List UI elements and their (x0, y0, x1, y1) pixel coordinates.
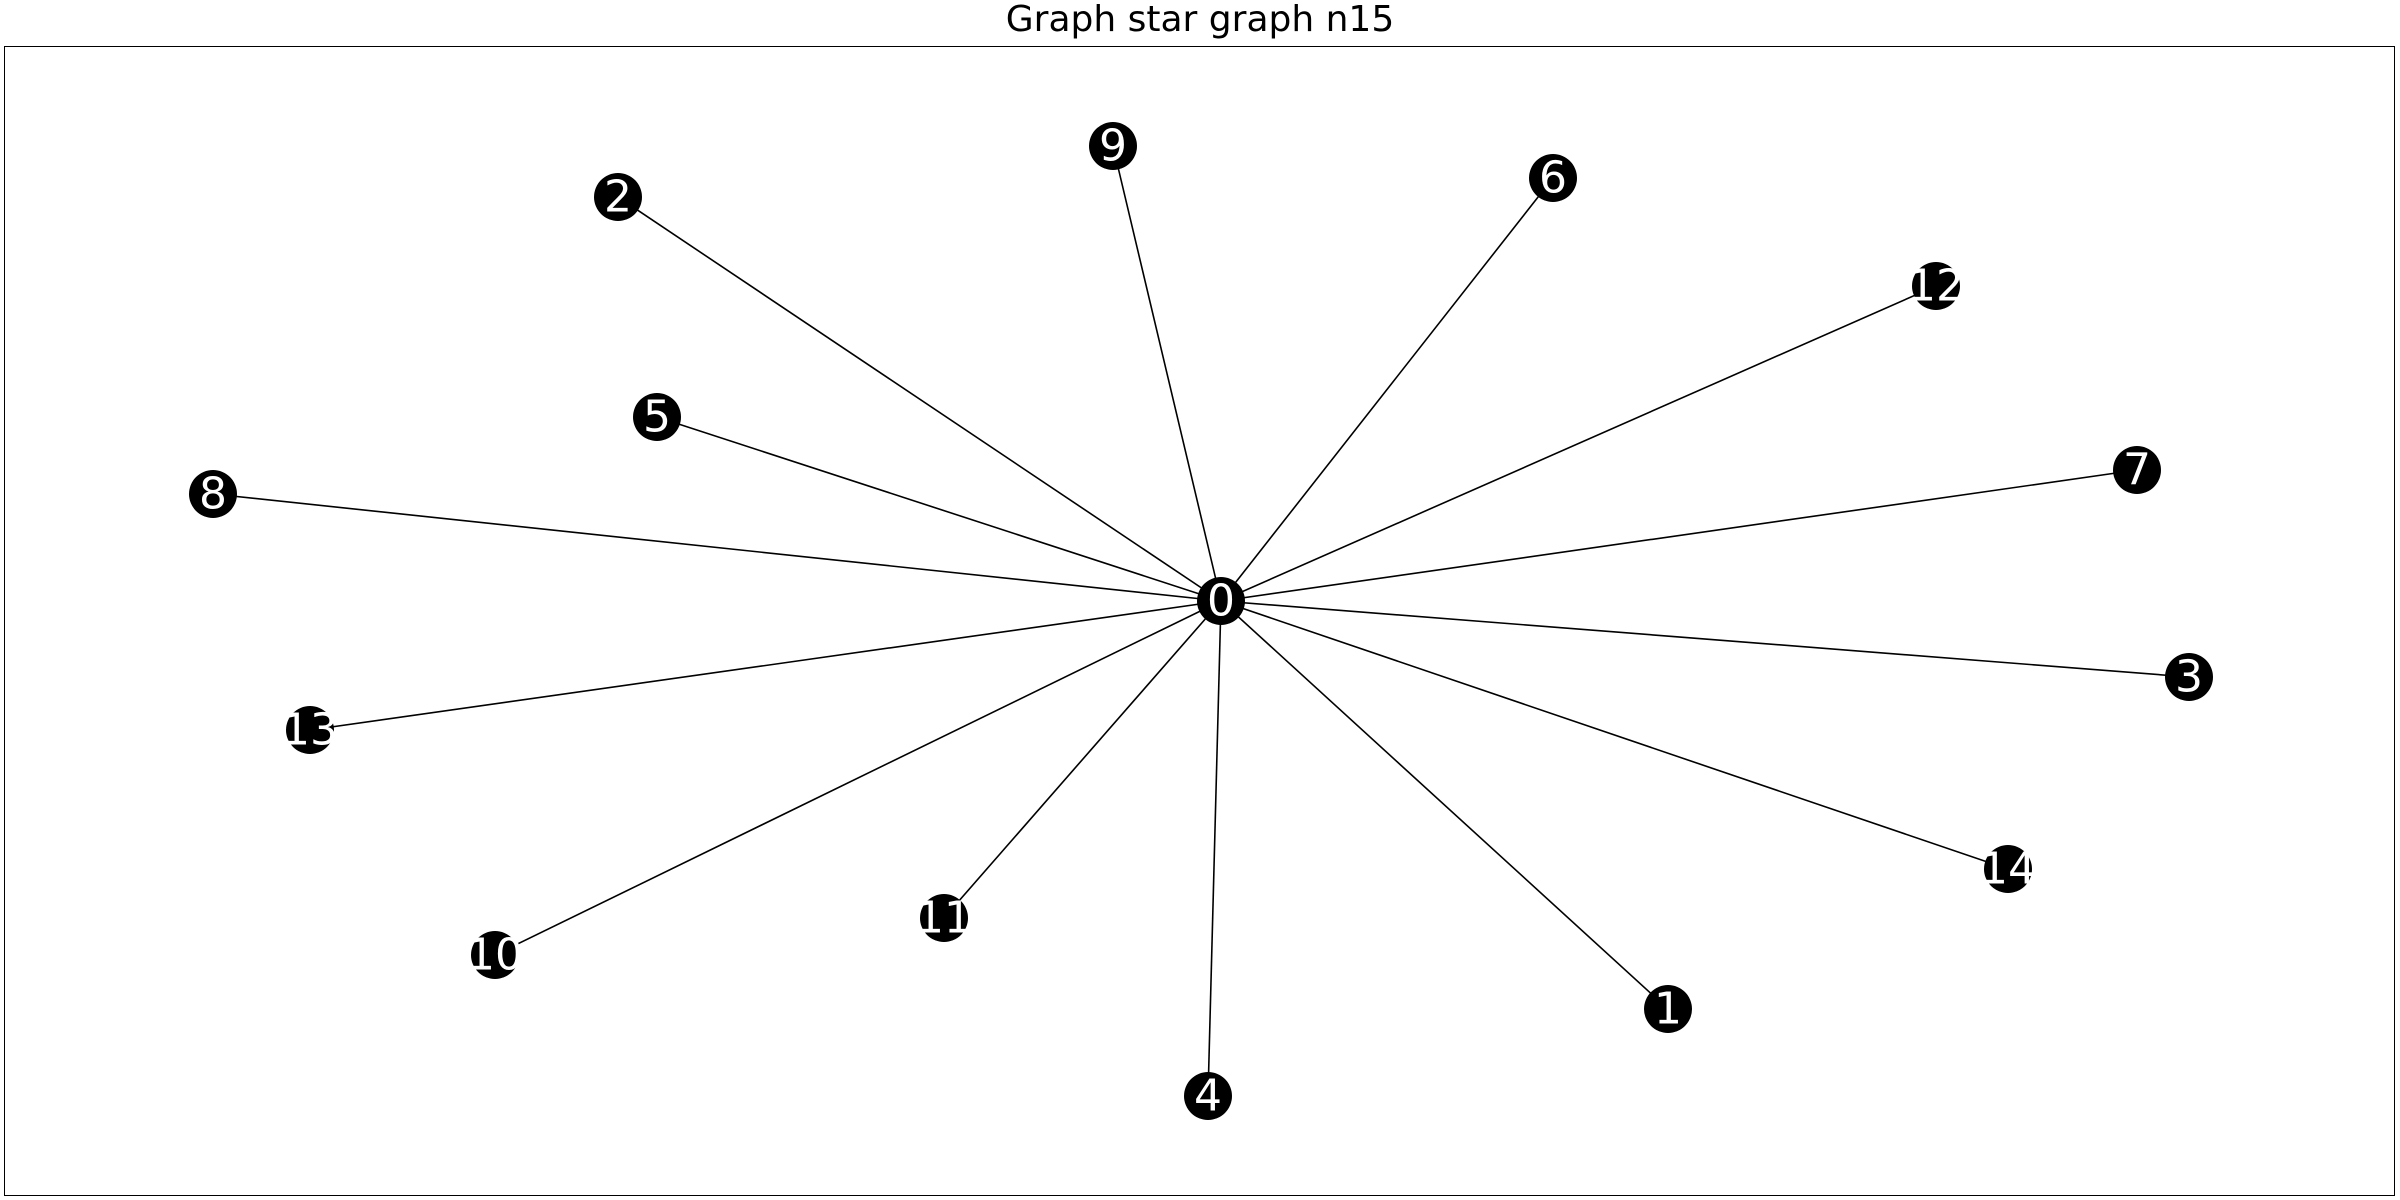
node-circle (1184, 1072, 1232, 1120)
edge-0-4 (1207, 600, 1222, 1097)
node-3: 3 (2165, 652, 2213, 703)
node-circle (471, 931, 519, 979)
chart-title: Graph star graph n15 (1005, 0, 1395, 40)
node-9: 9 (1089, 121, 1137, 172)
edge-0-6 (1220, 177, 1554, 602)
edge-0-3 (1220, 600, 2190, 678)
edge-0-9 (1112, 145, 1222, 602)
edge-0-8 (212, 493, 1222, 602)
edges-layer (212, 145, 2190, 1097)
node-circle (189, 470, 237, 518)
node-7: 7 (2113, 445, 2161, 496)
node-label: 7 (2123, 445, 2151, 496)
node-14: 14 (1980, 844, 2036, 895)
edge-0-10 (494, 600, 1222, 956)
node-circle (1529, 154, 1577, 202)
node-label: 10 (467, 930, 523, 981)
node-label: 5 (643, 392, 671, 443)
node-label: 0 (1207, 576, 1235, 627)
node-circle (1644, 985, 1692, 1033)
node-circle (594, 173, 642, 221)
node-label: 11 (916, 893, 972, 944)
node-label: 6 (1539, 153, 1567, 204)
edge-0-13 (309, 600, 1222, 731)
node-label: 3 (2175, 652, 2203, 703)
node-circle (633, 393, 681, 441)
node-circle (920, 894, 968, 942)
node-12: 12 (1908, 261, 1964, 312)
node-8: 8 (189, 469, 237, 520)
node-0: 0 (1197, 576, 1245, 627)
edge-0-11 (943, 600, 1222, 919)
node-2: 2 (594, 172, 642, 223)
node-11: 11 (916, 893, 972, 944)
edge-0-14 (1220, 600, 2009, 870)
node-circle (1089, 122, 1137, 170)
plot-frame (4, 46, 2395, 1196)
node-13: 13 (282, 705, 338, 756)
node-label: 1 (1654, 984, 1682, 1035)
node-circle (286, 706, 334, 754)
node-label: 13 (282, 705, 338, 756)
edge-0-12 (1220, 285, 1937, 602)
edge-0-1 (1220, 600, 1669, 1010)
node-4: 4 (1184, 1071, 1232, 1122)
edge-0-2 (617, 196, 1222, 602)
node-label: 12 (1908, 261, 1964, 312)
node-label: 14 (1980, 844, 2036, 895)
node-label: 9 (1099, 121, 1127, 172)
node-circle (1984, 845, 2032, 893)
node-label: 8 (199, 469, 227, 520)
node-10: 10 (467, 930, 523, 981)
node-label: 2 (604, 172, 632, 223)
node-circle (2113, 446, 2161, 494)
node-5: 5 (633, 392, 681, 443)
node-circle (1912, 262, 1960, 310)
edge-0-5 (656, 416, 1222, 602)
node-circle (1197, 577, 1245, 625)
node-6: 6 (1529, 153, 1577, 204)
node-circle (2165, 653, 2213, 701)
node-1: 1 (1644, 984, 1692, 1035)
node-label: 4 (1194, 1071, 1222, 1122)
edge-0-7 (1220, 469, 2138, 602)
